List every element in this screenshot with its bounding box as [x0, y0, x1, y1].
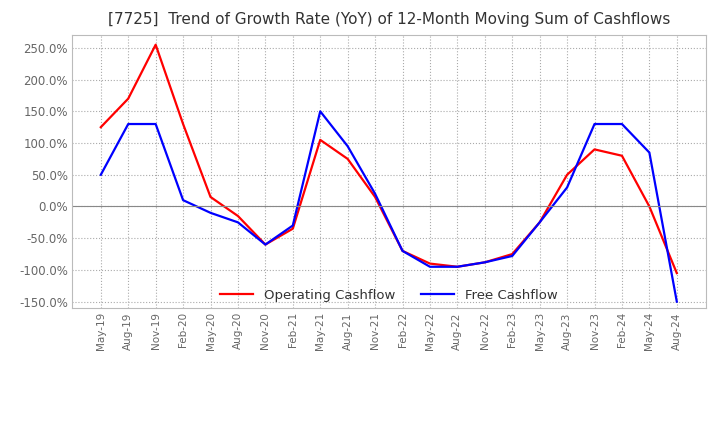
Operating Cashflow: [124, 96, 132, 101]
Operating Cashflow: [261, 242, 270, 247]
Free Cashflow: [508, 253, 516, 259]
Free Cashflow: [316, 109, 325, 114]
Free Cashflow: [672, 299, 681, 304]
Operating Cashflow: [590, 147, 599, 152]
Legend: Operating Cashflow, Free Cashflow: Operating Cashflow, Free Cashflow: [215, 283, 563, 307]
Free Cashflow: [426, 264, 434, 269]
Free Cashflow: [179, 198, 187, 203]
Operating Cashflow: [536, 220, 544, 225]
Operating Cashflow: [480, 260, 489, 265]
Free Cashflow: [151, 121, 160, 127]
Title: [7725]  Trend of Growth Rate (YoY) of 12-Month Moving Sum of Cashflows: [7725] Trend of Growth Rate (YoY) of 12-…: [107, 12, 670, 27]
Operating Cashflow: [398, 248, 407, 253]
Free Cashflow: [371, 191, 379, 196]
Operating Cashflow: [508, 251, 516, 257]
Free Cashflow: [261, 242, 270, 247]
Operating Cashflow: [316, 137, 325, 143]
Free Cashflow: [289, 223, 297, 228]
Operating Cashflow: [645, 204, 654, 209]
Operating Cashflow: [426, 261, 434, 266]
Operating Cashflow: [151, 42, 160, 48]
Free Cashflow: [590, 121, 599, 127]
Free Cashflow: [618, 121, 626, 127]
Operating Cashflow: [96, 125, 105, 130]
Operating Cashflow: [453, 264, 462, 269]
Operating Cashflow: [206, 194, 215, 200]
Line: Free Cashflow: Free Cashflow: [101, 111, 677, 302]
Operating Cashflow: [179, 121, 187, 127]
Free Cashflow: [233, 220, 242, 225]
Free Cashflow: [398, 248, 407, 253]
Operating Cashflow: [289, 226, 297, 231]
Line: Operating Cashflow: Operating Cashflow: [101, 45, 677, 273]
Free Cashflow: [453, 264, 462, 269]
Free Cashflow: [563, 185, 572, 190]
Free Cashflow: [206, 210, 215, 216]
Operating Cashflow: [343, 156, 352, 161]
Free Cashflow: [96, 172, 105, 177]
Free Cashflow: [124, 121, 132, 127]
Free Cashflow: [343, 143, 352, 149]
Operating Cashflow: [371, 194, 379, 200]
Operating Cashflow: [563, 172, 572, 177]
Operating Cashflow: [233, 213, 242, 219]
Free Cashflow: [480, 260, 489, 265]
Operating Cashflow: [672, 271, 681, 276]
Free Cashflow: [536, 220, 544, 225]
Operating Cashflow: [618, 153, 626, 158]
Free Cashflow: [645, 150, 654, 155]
